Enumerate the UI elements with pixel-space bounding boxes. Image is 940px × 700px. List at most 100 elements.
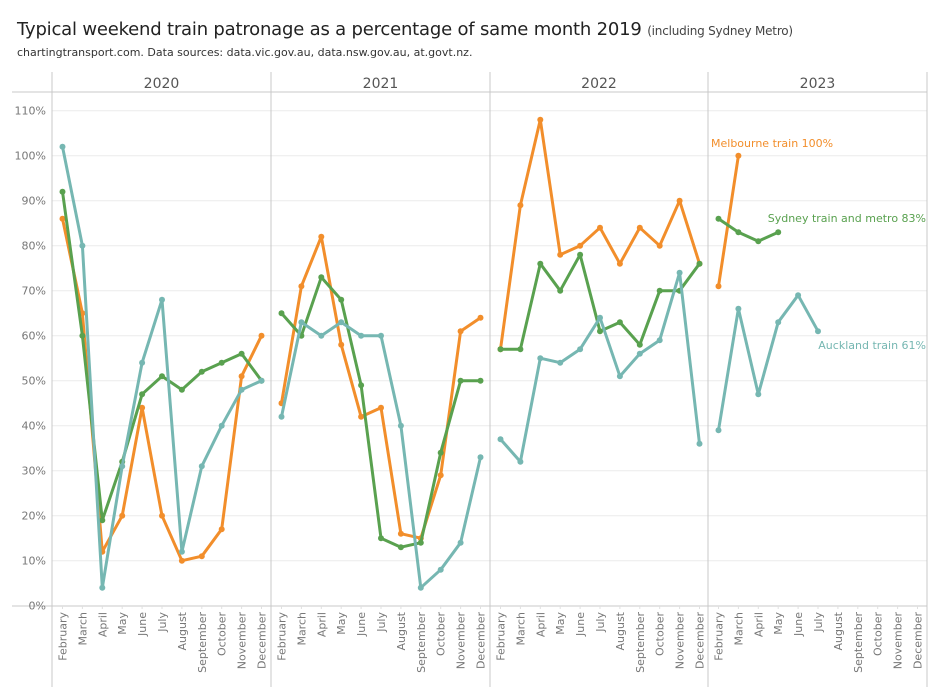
data-point — [358, 332, 365, 339]
chart-title-text: Typical weekend train patronage as a per… — [17, 19, 642, 40]
data-point — [477, 314, 484, 321]
end-label-melbourne-train: Melbourne train 100% — [711, 137, 833, 150]
x-tick-label: June — [136, 612, 149, 637]
data-point — [258, 377, 265, 384]
data-point — [397, 544, 404, 551]
x-tick-label: July — [812, 612, 825, 633]
data-point — [755, 391, 762, 398]
x-tick-label: November — [674, 612, 687, 670]
data-point — [218, 526, 225, 533]
data-point — [755, 238, 762, 245]
end-labels: Melbourne train 100% Sydney train and met… — [711, 137, 926, 352]
data-point — [497, 436, 504, 443]
data-point — [79, 332, 86, 339]
data-point — [676, 197, 683, 204]
y-tick-label: 40% — [22, 420, 46, 433]
data-point — [59, 188, 66, 195]
data-point — [616, 373, 623, 380]
data-point — [238, 350, 245, 357]
x-tick-label: July — [594, 612, 607, 633]
data-point — [517, 458, 524, 465]
data-point — [497, 346, 504, 353]
x-tick-label: August — [395, 611, 408, 650]
data-point — [159, 512, 165, 519]
data-point — [795, 292, 802, 299]
x-tick-label: June — [574, 612, 587, 637]
data-point — [278, 310, 285, 317]
y-tick-label: 50% — [22, 375, 46, 388]
data-point — [597, 314, 603, 321]
panel-headers: 2020 2021 2022 2023 — [144, 76, 836, 92]
data-point — [278, 413, 285, 420]
y-tick-label: 0% — [29, 600, 46, 613]
x-tick-label: October — [872, 612, 885, 656]
data-point — [198, 463, 205, 470]
series-melbourne-train — [59, 116, 742, 564]
data-point — [537, 116, 544, 123]
x-tick-label: February — [57, 612, 70, 661]
end-label-sydney-train-and-metro: Sydney train and metro 83% — [768, 212, 926, 225]
series-line-2023 — [717, 217, 780, 243]
x-tick-label: December — [694, 612, 707, 670]
panel-header-2020: 2020 — [144, 76, 180, 92]
chart-title: Typical weekend train patronage as a per… — [17, 19, 793, 40]
data-point — [119, 463, 126, 470]
x-tick-label: October — [654, 612, 667, 656]
data-point — [616, 260, 623, 267]
data-point — [437, 472, 444, 479]
chart-subtitle: chartingtransport.com. Data sources: dat… — [17, 46, 473, 59]
data-point — [378, 535, 384, 542]
data-point — [178, 548, 185, 555]
data-point — [457, 539, 464, 546]
data-point — [715, 427, 722, 434]
data-point — [437, 449, 444, 456]
data-point — [517, 202, 524, 209]
panel-frames — [12, 72, 928, 687]
data-point — [218, 359, 225, 366]
data-point — [815, 328, 821, 335]
x-tick-label: April — [752, 612, 765, 637]
x-tick-label: April — [534, 612, 547, 637]
data-point — [477, 377, 484, 384]
x-tick-label: March — [732, 612, 745, 646]
data-point — [557, 251, 564, 258]
x-tick-label: March — [76, 612, 89, 646]
x-axis: February March April May June July August Septe… — [57, 606, 925, 673]
data-point — [457, 328, 464, 335]
x-tick-label: September — [852, 612, 865, 673]
x-tick-label: February — [276, 612, 289, 661]
y-tick-label: 70% — [22, 285, 46, 298]
x-tick-label: May — [116, 612, 129, 635]
data-point — [417, 584, 424, 591]
data-point — [99, 584, 106, 591]
data-point — [676, 269, 683, 276]
data-point — [775, 229, 782, 236]
data-point — [198, 368, 205, 375]
series-line-2021 — [280, 235, 482, 540]
data-point — [258, 332, 265, 339]
end-label-auckland-train: Auckland train 61% — [818, 339, 926, 352]
x-tick-label: December — [256, 612, 269, 670]
data-point — [159, 373, 165, 380]
data-point — [318, 274, 325, 281]
chart-title-note: (including Sydney Metro) — [647, 24, 793, 38]
data-point — [557, 359, 564, 366]
y-tick-label: 30% — [22, 465, 46, 478]
data-point — [537, 260, 544, 267]
data-point — [636, 350, 643, 357]
data-point — [99, 517, 106, 524]
x-tick-label: October — [435, 612, 448, 656]
y-tick-label: 90% — [22, 195, 46, 208]
data-point — [577, 346, 584, 353]
data-point — [735, 229, 742, 236]
x-tick-label: August — [614, 611, 627, 650]
data-point — [437, 566, 444, 573]
data-point — [59, 215, 66, 222]
data-point — [119, 512, 126, 519]
panel-header-2023: 2023 — [800, 76, 836, 92]
y-axis: 0% 10% 20% 30% 40% 50% 60% 70% 80% 90% 100% 110% — [15, 105, 46, 613]
data-point — [696, 260, 703, 267]
data-point — [198, 553, 205, 560]
data-point — [597, 328, 603, 335]
